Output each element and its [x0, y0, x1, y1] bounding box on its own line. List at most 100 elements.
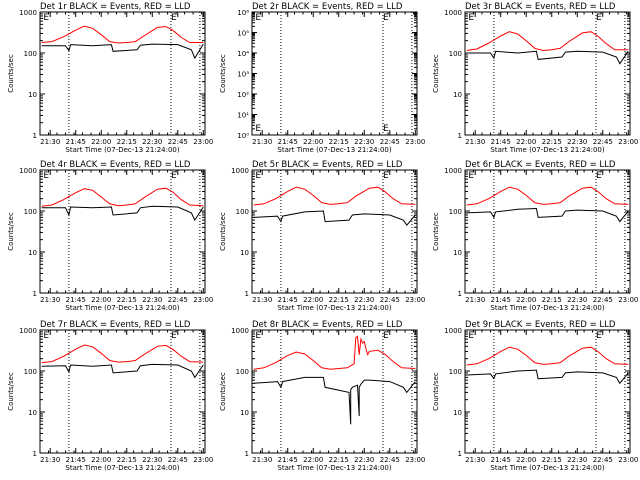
- plot-frame: [251, 169, 418, 294]
- y-tick-label: 1: [33, 132, 37, 140]
- y-axis-label: Counts/sec: [219, 54, 227, 93]
- y-axis-label: Counts/sec: [219, 212, 227, 251]
- x-tick-label: 21:30: [40, 138, 60, 146]
- events-series-line: [41, 363, 204, 379]
- lld-series-line: [253, 335, 416, 370]
- panel-title: Det 7r BLACK = Events, RED = LLD: [40, 320, 191, 330]
- x-tick-label: 22:30: [142, 138, 162, 146]
- flag-marker: E: [468, 13, 474, 23]
- flag-marker: E: [596, 331, 602, 341]
- panel-title: Det 6r BLACK = Events, RED = LLD: [465, 160, 616, 170]
- lld-series-line: [253, 186, 416, 206]
- x-tick-label: 22:30: [354, 456, 374, 464]
- y-tick-label: 10: [240, 249, 249, 257]
- plot-frame: [464, 169, 631, 294]
- flag-marker: E: [171, 13, 177, 23]
- plot-frame: [251, 11, 418, 136]
- x-tick-label: 21:30: [40, 296, 60, 304]
- x-tick-label: 22:45: [168, 296, 188, 304]
- y-tick-label: 100: [236, 208, 249, 216]
- y-tick-label: 10³: [237, 71, 249, 79]
- events-series-line: [466, 50, 629, 65]
- events-series-line: [466, 207, 629, 223]
- panel-2: Det 2r BLACK = Events, RED = LLD 10⁰ 10¹ 10…: [219, 2, 425, 154]
- x-tick-label: 22:00: [303, 138, 323, 146]
- x-tick-label: 23:00: [405, 296, 425, 304]
- flag-marker: E: [255, 13, 261, 23]
- plot-frame: [251, 329, 418, 454]
- panel-title: Det 2r BLACK = Events, RED = LLD: [252, 2, 403, 12]
- x-tick-label: 22:00: [91, 138, 111, 146]
- panel-title: Det 5r BLACK = Events, RED = LLD: [252, 160, 403, 170]
- x-tick-label: 21:30: [252, 456, 272, 464]
- plot-frame: [39, 11, 206, 136]
- lld-series-line: [41, 344, 204, 364]
- x-tick-label: 21:45: [491, 138, 511, 146]
- y-tick-label: 1000: [19, 167, 37, 175]
- x-tick-label: 21:45: [66, 456, 86, 464]
- plot-frame: [464, 329, 631, 454]
- x-tick-label: 22:00: [516, 296, 536, 304]
- flag-marker: E: [383, 171, 389, 181]
- x-axis-label: Start Time (07-Dec-13 21:24:00): [490, 304, 604, 312]
- plot-frame: [39, 169, 206, 294]
- x-tick-label: 21:30: [465, 138, 485, 146]
- plot-frame: [39, 329, 206, 454]
- x-tick-label: 21:45: [278, 456, 298, 464]
- x-tick-label: 22:00: [516, 138, 536, 146]
- x-tick-label: 22:30: [567, 456, 587, 464]
- y-tick-label: 10⁵: [237, 30, 249, 38]
- x-tick-label: 23:00: [405, 138, 425, 146]
- y-axis-label: Counts/sec: [7, 372, 15, 411]
- y-tick-label: 1000: [231, 327, 249, 335]
- y-tick-label: 1: [458, 450, 462, 458]
- y-tick-label: 1: [33, 450, 37, 458]
- y-tick-label: 10¹: [237, 112, 249, 120]
- x-axis-label: Start Time (07-Dec-13 21:24:00): [277, 146, 391, 154]
- flag-marker: E: [43, 171, 49, 181]
- y-axis-label: Counts/sec: [432, 54, 440, 93]
- events-series-line: [253, 210, 416, 227]
- x-tick-label: 21:30: [465, 296, 485, 304]
- x-axis-label: Start Time (07-Dec-13 21:24:00): [65, 464, 179, 472]
- x-tick-label: 22:45: [380, 456, 400, 464]
- x-tick-label: 21:30: [252, 296, 272, 304]
- x-tick-label: 22:45: [593, 296, 613, 304]
- x-tick-label: 22:45: [593, 138, 613, 146]
- y-tick-label: 1000: [231, 167, 249, 175]
- y-tick-label: 100: [449, 208, 462, 216]
- x-tick-label: 21:45: [66, 138, 86, 146]
- y-tick-label: 10: [240, 409, 249, 417]
- y-tick-label: 1000: [19, 9, 37, 17]
- y-tick-label: 100: [24, 208, 37, 216]
- x-tick-label: 22:15: [117, 296, 137, 304]
- flag-marker: E: [596, 13, 602, 23]
- y-tick-label: 100: [24, 50, 37, 58]
- panel-title: Det 3r BLACK = Events, RED = LLD: [465, 2, 616, 12]
- x-tick-label: 23:00: [618, 296, 638, 304]
- x-tick-label: 22:30: [354, 296, 374, 304]
- panel-title: Det 8r BLACK = Events, RED = LLD: [252, 320, 403, 330]
- flag-marker: E: [383, 331, 389, 341]
- y-tick-label: 100: [236, 368, 249, 376]
- x-tick-label: 23:00: [193, 138, 213, 146]
- x-tick-label: 21:30: [40, 456, 60, 464]
- x-tick-label: 22:30: [567, 138, 587, 146]
- x-axis-label: Start Time (07-Dec-13 21:24:00): [65, 146, 179, 154]
- y-tick-label: 1: [458, 132, 462, 140]
- y-tick-label: 10: [453, 409, 462, 417]
- panel-8: Det 8r BLACK = Events, RED = LLD 1 10 100 10…: [219, 320, 425, 472]
- x-tick-label: 23:00: [405, 456, 425, 464]
- x-tick-label: 23:00: [193, 296, 213, 304]
- x-tick-label: 22:00: [303, 456, 323, 464]
- x-tick-label: 21:30: [465, 456, 485, 464]
- flag-marker: E: [383, 124, 389, 134]
- panel-title: Det 1r BLACK = Events, RED = LLD: [40, 2, 191, 12]
- panel-7: Det 7r BLACK = Events, RED = LLD 1 10 100 10…: [7, 320, 213, 472]
- y-tick-label: 1: [245, 290, 249, 298]
- y-tick-label: 1000: [444, 9, 462, 17]
- events-series-line: [41, 43, 204, 60]
- y-tick-label: 10: [28, 249, 37, 257]
- lld-series-line: [41, 187, 204, 207]
